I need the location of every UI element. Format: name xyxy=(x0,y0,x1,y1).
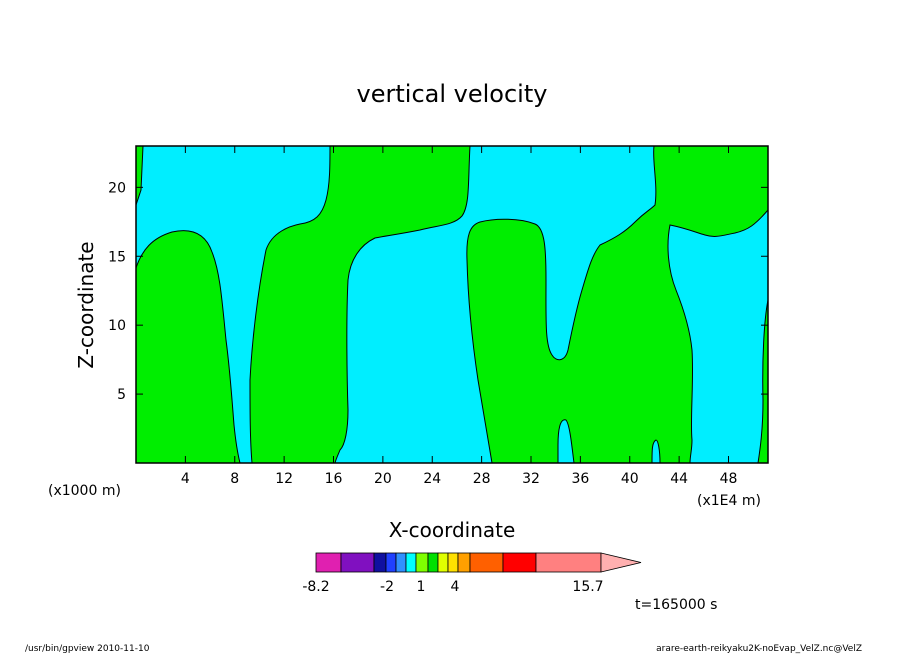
chart-title: vertical velocity xyxy=(357,80,548,108)
colorbar-label: -8.2 xyxy=(302,579,329,595)
x-axis-ticks: 4 8 12 16 20 24 28 32 36 40 44 48 xyxy=(181,146,738,487)
x-scale-label: (x1000 m) xyxy=(48,483,121,499)
x-tick-label: 28 xyxy=(473,471,491,487)
colorbar-segment xyxy=(457,552,471,573)
y-tick-label: 10 xyxy=(108,318,126,334)
footer-right: arare-earth-reikyaku2K-noEvap_VelZ.nc@Ve… xyxy=(656,644,862,654)
time-label: t=165000 s xyxy=(635,597,717,613)
x-tick-label: 36 xyxy=(571,471,589,487)
x-tick-label: 20 xyxy=(374,471,392,487)
x-tick-label: 24 xyxy=(423,471,441,487)
x-tick-label: 40 xyxy=(621,471,639,487)
colorbar-label: 15.7 xyxy=(572,579,603,595)
x-tick-label: 8 xyxy=(230,471,239,487)
positive-regions xyxy=(135,145,769,464)
positive-region-1 xyxy=(135,230,241,464)
colorbar-segment xyxy=(373,552,387,573)
positive-region-right-edge xyxy=(757,299,769,464)
x-tick-label: 12 xyxy=(275,471,293,487)
plot-frame xyxy=(135,145,769,464)
x-axis-label: X-coordinate xyxy=(389,518,516,542)
colorbar-label: 4 xyxy=(451,579,460,595)
colorbar-segment xyxy=(427,552,439,573)
colorbar-segment xyxy=(385,552,397,573)
x-tick-label: 48 xyxy=(720,471,738,487)
colorbar-segment xyxy=(502,552,537,573)
colorbar-segment xyxy=(437,552,449,573)
x-tick-label: 4 xyxy=(181,471,190,487)
colorbar-label: -2 xyxy=(380,579,394,595)
colorbar-segment xyxy=(415,552,429,573)
x-tick-label: 44 xyxy=(670,471,688,487)
positive-region-3 xyxy=(466,145,769,464)
y-tick-label: 20 xyxy=(108,180,126,196)
colorbar: -8.2 -2 1 4 15.7 xyxy=(302,552,642,595)
y-tick-label: 15 xyxy=(108,249,126,265)
colorbar-segment xyxy=(340,552,375,573)
y-tick-label: 5 xyxy=(117,387,126,403)
y-axis-ticks: 5 10 15 20 xyxy=(108,180,768,403)
colorbar-segment xyxy=(469,552,504,573)
colorbar-segment xyxy=(535,552,602,573)
x-tick-label: 16 xyxy=(325,471,343,487)
x-tick-label: 32 xyxy=(522,471,540,487)
footer-left: /usr/bin/gpview 2010-11-10 xyxy=(25,644,150,654)
colorbar-segment xyxy=(405,552,417,573)
y-axis-label: Z-coordinate xyxy=(74,241,98,368)
colorbar-segment xyxy=(395,552,407,573)
x-right-scale-label: (x1E4 m) xyxy=(697,493,761,509)
positive-region-2 xyxy=(249,145,471,464)
colorbar-label: 1 xyxy=(417,579,426,595)
colorbar-segment xyxy=(315,552,342,573)
colorbar-segment xyxy=(447,552,459,573)
colorbar-extension-arrow xyxy=(600,552,642,573)
